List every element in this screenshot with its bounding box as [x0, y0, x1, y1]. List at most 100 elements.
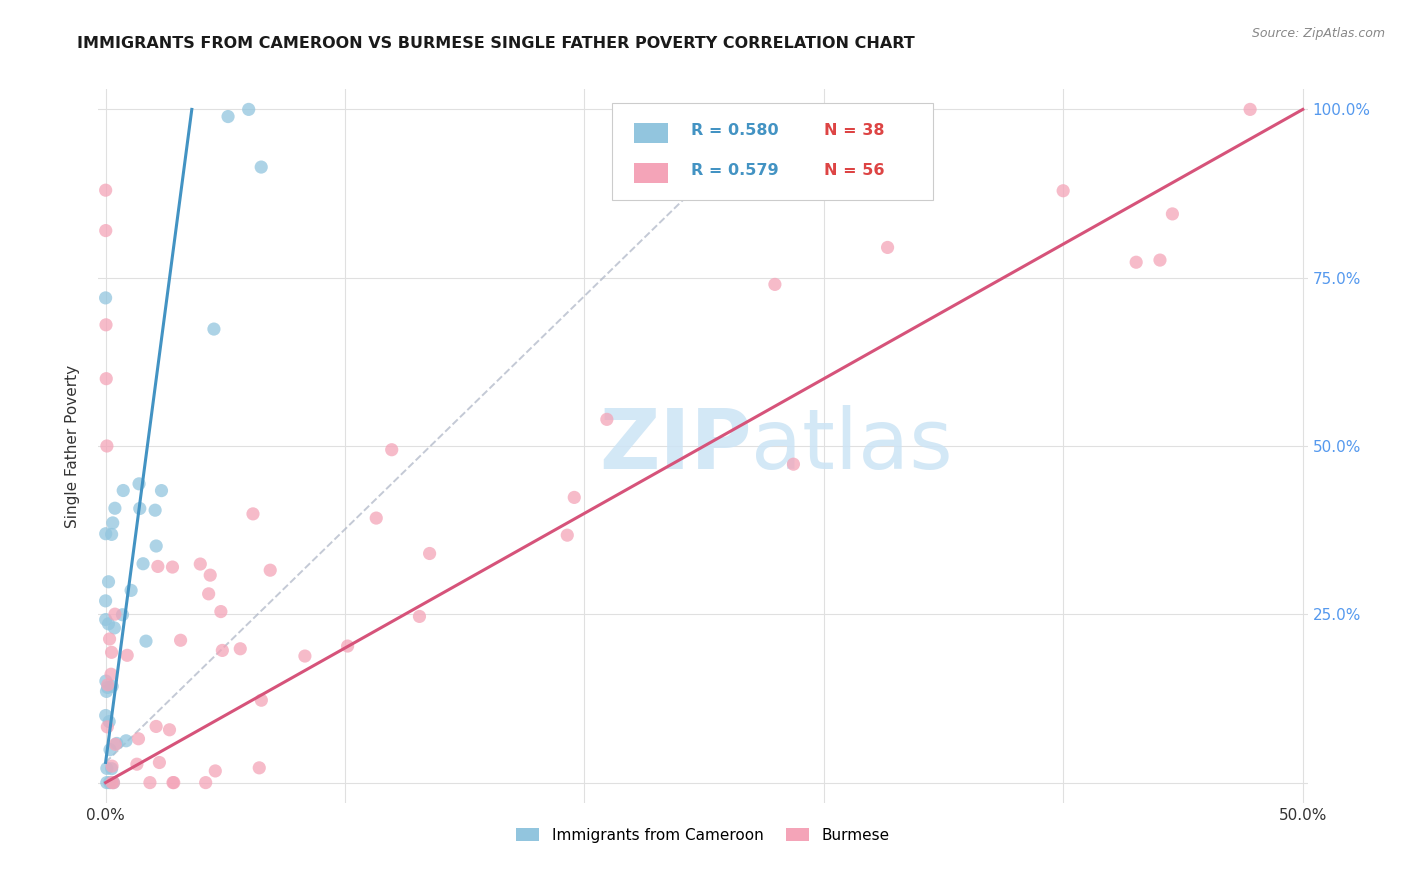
Point [1052, 184, 1074, 198]
Point [135, 634, 157, 648]
Point [98, 775, 121, 789]
Point [1149, 253, 1171, 268]
Point [336, 639, 359, 653]
Point [115, 648, 138, 663]
Point [150, 483, 173, 498]
Point [238, 103, 260, 117]
Point [94, 223, 117, 237]
Point [120, 583, 142, 598]
Point [94, 594, 117, 608]
Point [105, 736, 128, 750]
Point [294, 648, 316, 663]
Point [200, 568, 222, 582]
Point [408, 609, 430, 624]
Point [1239, 103, 1261, 117]
Point [139, 775, 162, 789]
Point [96, 372, 118, 386]
Point [100, 762, 122, 776]
Point [145, 719, 167, 733]
Point [97, 678, 120, 692]
Text: R = 0.580: R = 0.580 [690, 123, 779, 138]
Text: Source: ZipAtlas.com: Source: ZipAtlas.com [1251, 27, 1385, 40]
Point [145, 539, 167, 553]
Point [381, 442, 404, 457]
Point [242, 507, 264, 521]
Point [1161, 207, 1184, 221]
Point [103, 775, 125, 789]
Point [211, 643, 233, 657]
Point [101, 759, 124, 773]
Text: atlas: atlas [751, 406, 953, 486]
Text: ZIP: ZIP [599, 406, 751, 486]
Point [162, 560, 184, 574]
Point [98, 632, 121, 646]
Point [96, 761, 118, 775]
Point [250, 693, 273, 707]
Point [247, 761, 270, 775]
Text: IMMIGRANTS FROM CAMEROON VS BURMESE SINGLE FATHER POVERTY CORRELATION CHART: IMMIGRANTS FROM CAMEROON VS BURMESE SING… [77, 36, 915, 51]
Point [97, 574, 120, 589]
Point [197, 587, 219, 601]
Point [104, 501, 127, 516]
Point [555, 528, 578, 542]
Text: N = 38: N = 38 [824, 123, 884, 138]
Point [596, 412, 619, 426]
Point [94, 613, 117, 627]
Point [125, 757, 148, 772]
Point [101, 775, 124, 789]
Point [98, 714, 121, 729]
Point [162, 775, 184, 789]
Point [96, 720, 118, 734]
FancyBboxPatch shape [613, 103, 932, 200]
Point [159, 723, 181, 737]
Point [94, 291, 117, 305]
Point [763, 277, 786, 292]
Point [127, 731, 149, 746]
Point [250, 160, 273, 174]
Point [876, 240, 898, 254]
Legend: Immigrants from Cameroon, Burmese: Immigrants from Cameroon, Burmese [510, 822, 896, 848]
Point [96, 439, 118, 453]
Point [128, 501, 150, 516]
Point [169, 633, 191, 648]
Point [112, 483, 135, 498]
Point [782, 457, 804, 471]
Point [163, 775, 186, 789]
Point [100, 645, 122, 659]
Point [101, 516, 124, 530]
Point [101, 679, 124, 693]
Point [100, 667, 122, 681]
Point [146, 559, 169, 574]
Point [202, 322, 225, 336]
Bar [634, 123, 668, 144]
Point [217, 110, 239, 124]
Text: R = 0.579: R = 0.579 [690, 163, 779, 178]
Point [98, 742, 121, 756]
Point [94, 318, 117, 332]
Point [96, 684, 118, 698]
Point [194, 775, 217, 789]
Point [103, 775, 125, 789]
Point [209, 605, 232, 619]
Point [419, 547, 441, 561]
Text: N = 56: N = 56 [824, 163, 884, 178]
Point [562, 491, 585, 505]
Point [100, 527, 122, 541]
Point [94, 183, 117, 197]
Point [366, 511, 388, 525]
Point [94, 708, 117, 723]
Point [103, 621, 125, 635]
Point [143, 503, 166, 517]
Point [96, 775, 118, 789]
Point [97, 681, 120, 695]
Y-axis label: Single Father Poverty: Single Father Poverty [65, 365, 80, 527]
Point [132, 557, 155, 571]
Point [94, 674, 117, 689]
Point [94, 526, 117, 541]
Point [204, 764, 226, 778]
Point [188, 557, 211, 571]
Point [1125, 255, 1147, 269]
Point [115, 733, 138, 747]
Point [259, 563, 281, 577]
Point [148, 756, 170, 770]
